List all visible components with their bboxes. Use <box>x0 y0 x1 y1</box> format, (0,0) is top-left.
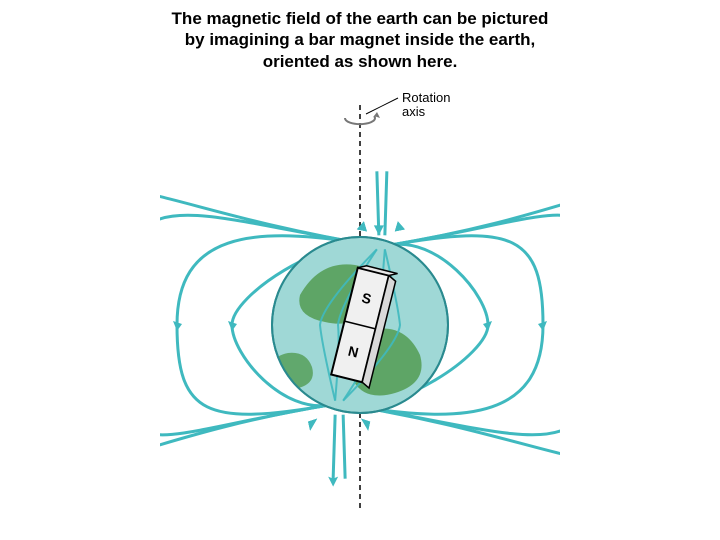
title-line-3: oriented as shown here. <box>263 52 458 71</box>
diagram-svg: SNRotationaxis <box>160 90 560 520</box>
title-line-2: by imagining a bar magnet inside the ear… <box>185 30 535 49</box>
diagram-title: The magnetic field of the earth can be p… <box>0 8 720 72</box>
rotation-label-line2: axis <box>402 104 426 119</box>
earth-magnetic-field-diagram: SNRotationaxis <box>160 90 560 520</box>
title-line-1: The magnetic field of the earth can be p… <box>172 9 549 28</box>
rotation-label-line1: Rotation <box>402 90 450 105</box>
